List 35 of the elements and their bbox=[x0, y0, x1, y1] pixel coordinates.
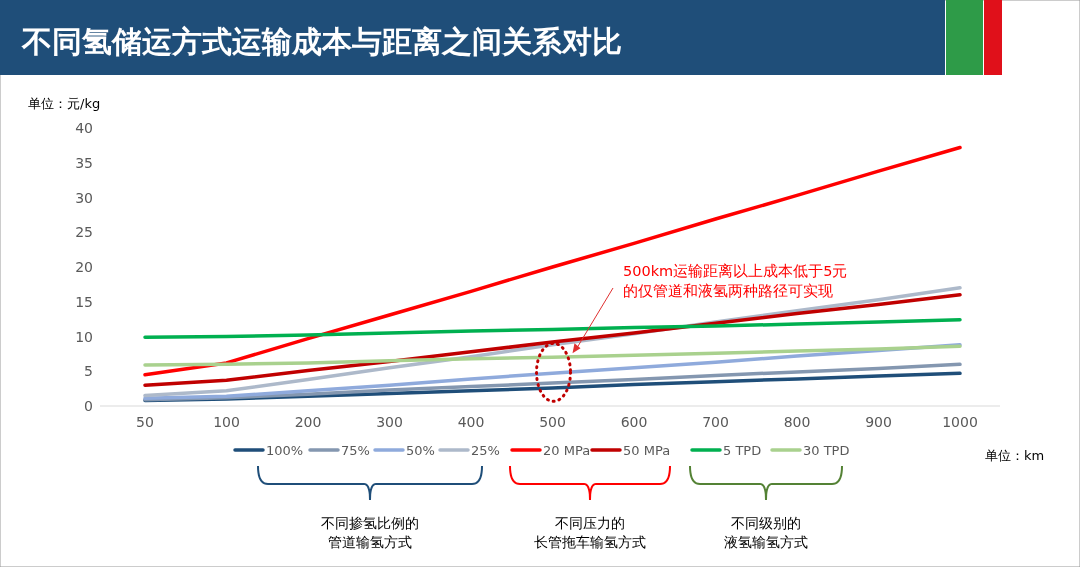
legend-label: 30 TPD bbox=[803, 443, 850, 458]
y-tick-label: 35 bbox=[75, 154, 93, 171]
x-tick-label: 300 bbox=[376, 414, 403, 430]
legend-label: 100% bbox=[266, 443, 304, 458]
text: 不同级别的液氢输氢方式 bbox=[724, 515, 808, 550]
legend-label: 5 TPD bbox=[723, 443, 762, 458]
x-tick-label: 100 bbox=[213, 414, 240, 430]
legend-label: 50 MPa bbox=[623, 443, 671, 458]
y-tick-label: 10 bbox=[75, 328, 93, 345]
text: 不同掺氢比例的管道输氢方式 bbox=[321, 515, 419, 550]
x-tick-label: 800 bbox=[783, 414, 811, 430]
x-tick-label: 600 bbox=[620, 414, 648, 430]
legend-label: 25% bbox=[471, 443, 500, 458]
y-tick-label: 25 bbox=[75, 224, 93, 241]
y-tick-label: 0 bbox=[84, 398, 93, 414]
y-axis-title: 单位：元/kg bbox=[28, 96, 101, 111]
legend-label: 20 MPa bbox=[543, 443, 591, 458]
y-tick-label: 5 bbox=[84, 363, 93, 380]
y-tick-label: 20 bbox=[75, 259, 93, 275]
legend-label: 75% bbox=[341, 443, 370, 458]
y-tick-label: 40 bbox=[75, 120, 93, 136]
y-tick-label: 15 bbox=[75, 293, 93, 310]
x-tick-label: 900 bbox=[865, 414, 892, 430]
x-tick-label: 1000 bbox=[942, 414, 978, 430]
x-tick-label: 500 bbox=[539, 414, 566, 430]
x-tick-label: 700 bbox=[702, 414, 729, 430]
annotation: 500km运输距离以上成本低于5元的仅管道和液氢两种路径可实现 bbox=[623, 263, 848, 299]
x-axis-title: 单位：km bbox=[985, 448, 1045, 463]
chart-title: 不同氢储运方式运输成本与距离之间关系对比 bbox=[21, 24, 622, 59]
x-tick-label: 400 bbox=[457, 414, 485, 430]
legend-label: 50% bbox=[406, 443, 435, 458]
y-tick-label: 30 bbox=[75, 189, 93, 206]
x-tick-label: 50 bbox=[136, 414, 154, 430]
text: 不同压力的长管拖车输氢方式 bbox=[534, 515, 646, 550]
x-tick-label: 200 bbox=[294, 414, 322, 430]
